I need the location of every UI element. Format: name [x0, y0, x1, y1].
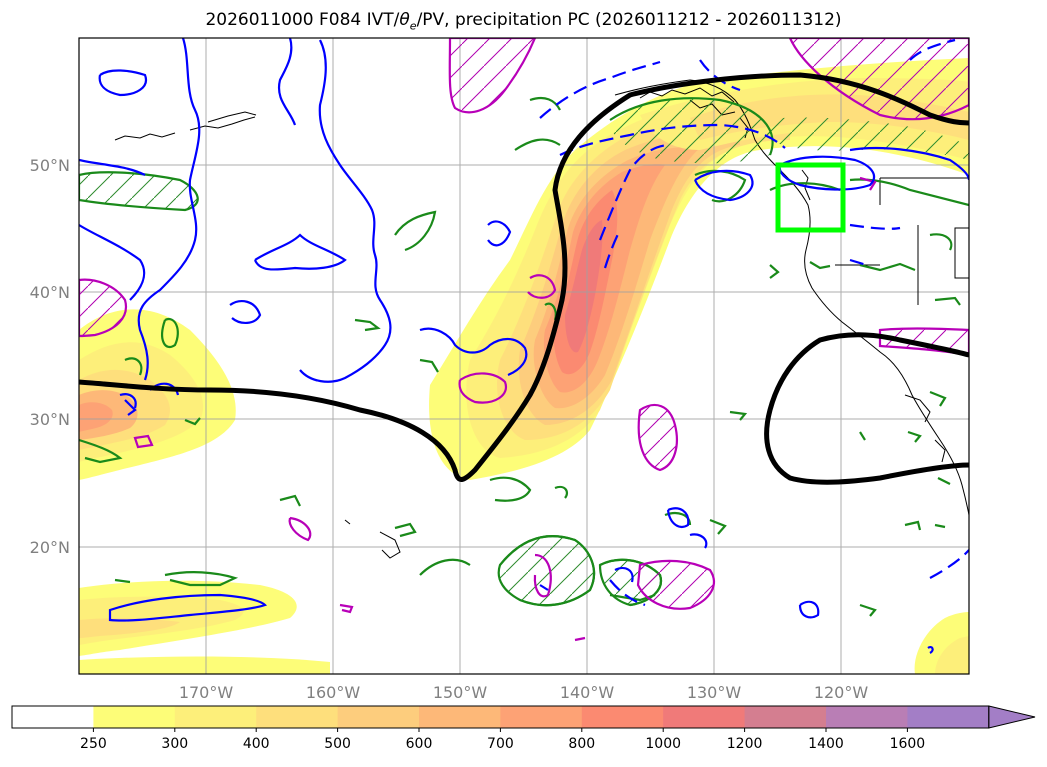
lat-tick-labels: 50°N 40°N 30°N 20°N — [30, 156, 70, 557]
target-region-box — [775, 162, 846, 233]
colorbar-tick-label: 800 — [568, 736, 595, 752]
colorbar-tick-label: 500 — [324, 736, 351, 752]
map-frame — [78, 37, 970, 675]
colorbar-segment — [93, 706, 176, 728]
colorbar-tick-label: 600 — [406, 736, 433, 752]
colorbar-segment — [500, 706, 583, 728]
colorbar-tick-label: 1400 — [808, 736, 844, 752]
colorbar-tick-label: 300 — [161, 736, 188, 752]
lon-tick-label: 140°W — [560, 683, 615, 702]
colorbar-segment — [907, 706, 990, 728]
lon-tick-label: 170°W — [179, 683, 234, 702]
colorbar-tick-label: 250 — [80, 736, 107, 752]
lat-tick-label: 40°N — [30, 283, 70, 302]
colorbar-segment — [826, 706, 908, 728]
colorbar-tick-label: 700 — [487, 736, 514, 752]
lon-tick-label: 130°W — [687, 683, 742, 702]
colorbar-segment — [337, 706, 420, 728]
colorbar-tick-label: 1000 — [645, 736, 681, 752]
lat-tick-label: 20°N — [30, 538, 70, 557]
colorbar-segment — [744, 706, 827, 728]
colorbar-segment — [256, 706, 339, 728]
colorbar-extend-arrow — [988, 705, 1036, 729]
lon-tick-label: 150°W — [433, 683, 488, 702]
figure-title: 2026011000 F084 IVT/θe/PV, precipitation… — [205, 10, 842, 33]
lon-tick-labels: 170°W 160°W 150°W 140°W 130°W 120°W — [179, 683, 869, 702]
colorbar-segment — [12, 706, 94, 728]
bold-contours — [79, 72, 969, 485]
colorbar-segment — [581, 706, 664, 728]
colorbar-tick-label: 1200 — [727, 736, 763, 752]
colorbar-segment — [174, 706, 257, 728]
colorbar-tick-label: 1600 — [890, 736, 926, 752]
colorbar-segment — [663, 706, 746, 728]
ivt-filled-contours — [79, 58, 969, 674]
colorbar-segment — [419, 706, 501, 728]
lat-tick-label: 30°N — [30, 410, 70, 429]
lat-tick-label: 50°N — [30, 156, 70, 175]
pv-contours — [79, 38, 969, 642]
theta-e-contours — [79, 96, 969, 617]
lon-tick-label: 160°W — [306, 683, 361, 702]
lon-tick-label: 120°W — [814, 683, 869, 702]
ivt-dashed-contours — [539, 38, 969, 607]
colorbar: 250 300 400 500 600 700 800 1000 1200 1400 1600 — [11, 705, 1036, 752]
colorbar-tick-label: 400 — [243, 736, 270, 752]
